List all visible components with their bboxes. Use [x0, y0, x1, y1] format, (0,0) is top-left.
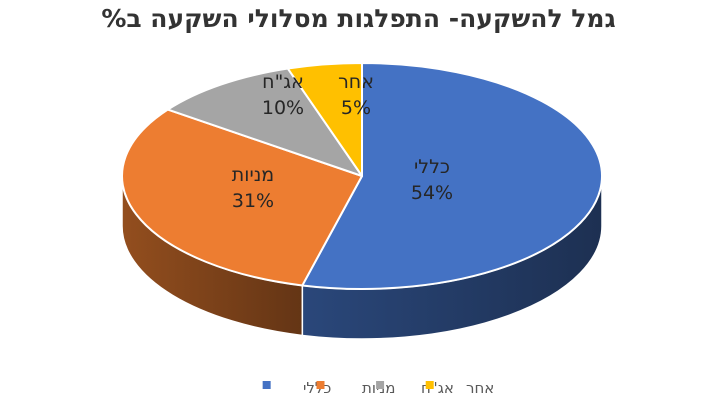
- slice-label-other: אחר: [338, 71, 374, 93]
- slice-value-stocks: 31%: [232, 190, 274, 212]
- slice-stocks: [121, 108, 363, 287]
- slice-other: [286, 62, 363, 177]
- slice-general: [301, 62, 603, 290]
- slice-labels: כללי 54% מניות 31% אג"ח 10% אחר 5%: [232, 71, 453, 212]
- legend-label-other: אחר: [466, 379, 494, 397]
- slice-label-general: כללי: [414, 156, 450, 178]
- chart-title: גמל להשקעה- התפלגות מסלולי השקעה ב%: [101, 4, 616, 33]
- legend-swatch-bonds: [376, 381, 385, 389]
- legend-swatch-other: [425, 381, 434, 389]
- slice-value-bonds: 10%: [262, 97, 304, 119]
- slice-label-stocks: מניות: [232, 164, 274, 186]
- slice-value-general: 54%: [411, 182, 453, 204]
- legend-swatch-stocks: [316, 381, 325, 389]
- slice-label-bonds: אג"ח: [262, 71, 304, 93]
- slice-bonds: [166, 67, 363, 177]
- pie-slices: [121, 62, 603, 290]
- legend-swatch-general: [262, 381, 271, 389]
- slice-value-other: 5%: [341, 97, 371, 119]
